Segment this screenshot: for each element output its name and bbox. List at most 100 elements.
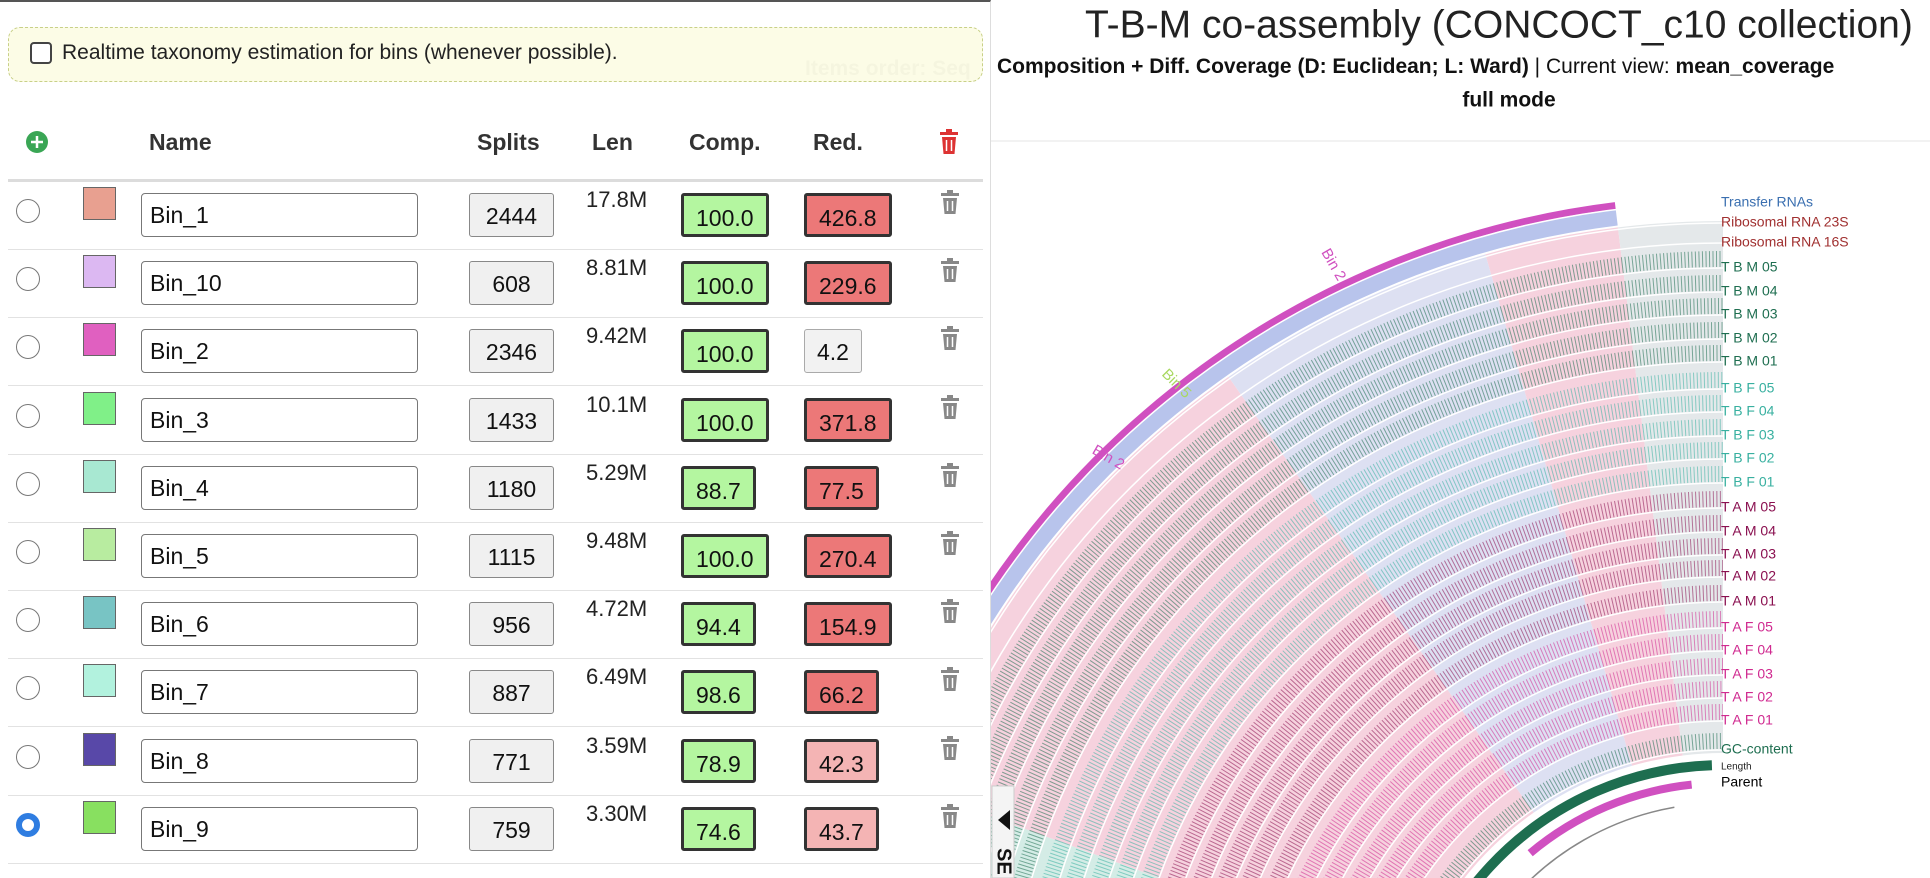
delete-bin[interactable] [939,462,961,487]
col-splits: Splits [477,129,540,155]
bin-sector [1228,254,1633,813]
bin-name[interactable]: Bin_6 [141,602,418,647]
bin-splits[interactable]: 608 [469,261,554,306]
layer-ring [1059,388,1724,878]
bin-name[interactable]: Bin_8 [141,738,418,783]
bin-completion: 98.6 [681,670,756,715]
realtime-banner [8,27,983,82]
bin-radio[interactable] [16,471,40,496]
row-separator [8,453,983,455]
bin-color[interactable] [83,391,116,425]
layer-label: T B M 05 [1721,259,1778,275]
layer-label: T A M 05 [1721,499,1776,515]
bin-redundancy: 426.8 [804,193,892,237]
bins-panel: Items order: Seq Realtime taxonomy estim… [0,0,991,878]
bin-splits[interactable]: 759 [469,806,554,851]
delete-bin[interactable] [939,667,961,692]
row-separator [8,317,983,319]
bin-splits[interactable]: 771 [469,738,554,783]
bin-splits[interactable]: 2346 [469,329,554,374]
view-title: T-B-M co-assembly (CONCOCT_c10 collectio… [1085,3,1913,46]
sidebar-label[interactable]: SE [993,848,1015,875]
bin-color[interactable] [83,800,116,834]
bin-completion: 100.0 [681,534,769,578]
sidebar-tab[interactable] [991,785,1015,878]
bin-radio[interactable] [16,199,40,223]
layer-ring [1083,411,1724,878]
delete-bin[interactable] [939,258,961,283]
bin-splits[interactable]: 2444 [469,193,554,237]
layer-label: Transfer RNAs [1721,194,1813,210]
delete-bin[interactable] [939,394,961,419]
bin-redundancy: 66.2 [804,670,879,715]
row-separator [8,862,983,864]
bin-length: 8.81M [586,255,648,281]
delete-bin[interactable] [939,190,961,214]
layer-label: T B F 03 [1721,427,1775,443]
layer-bars [1218,538,1724,878]
bin-splits[interactable]: 1115 [469,534,554,578]
bin-name[interactable]: Bin_4 [141,465,418,510]
layer-ring [1007,338,1724,878]
layer-ring [1108,435,1724,878]
bin-name[interactable]: Bin_1 [141,193,418,237]
bin-color[interactable] [83,323,116,357]
bin-name[interactable]: Bin_7 [141,670,418,715]
bin-color[interactable] [83,255,116,289]
bin-name[interactable]: Bin_5 [141,534,418,578]
bin-name[interactable]: Bin_9 [141,806,418,851]
bin-redundancy: 371.8 [804,397,892,442]
layer-ring [1396,697,1724,878]
bin-splits[interactable]: 1433 [469,397,554,442]
bin-color[interactable] [83,596,116,630]
delete-all[interactable] [937,129,961,155]
bin-radio[interactable] [16,676,40,701]
layer-label: T B F 05 [1721,380,1775,396]
delete-bin[interactable] [939,326,961,351]
tree-branch [1473,760,1713,878]
col-name: Name [149,129,212,155]
bin-length: 9.42M [586,323,648,349]
delete-bin[interactable] [939,531,961,555]
layer-label: T A M 04 [1721,523,1776,539]
bin-name[interactable]: Bin_2 [141,329,418,374]
layer-ring [1459,749,1724,878]
bin-length: 9.48M [586,528,648,553]
bin-name[interactable]: Bin_3 [141,397,418,442]
layer-label: Ribosomal RNA 23S [1721,214,1849,230]
bin-name[interactable]: Bin_10 [141,261,418,306]
layer-bars [990,322,1724,878]
view-mode: full mode [1462,89,1555,112]
bin-completion: 78.9 [681,738,756,783]
layer-label: T A M 01 [1721,593,1776,609]
bin-color[interactable] [83,732,116,766]
realtime-checkbox[interactable] [30,42,52,64]
bin-radio[interactable] [16,608,40,633]
layer-ring [1315,627,1724,878]
bin-radio[interactable] [16,744,40,769]
sidebar-arrow[interactable] [998,810,1010,830]
bin-radio[interactable] [16,812,40,837]
bin-radio[interactable] [16,335,40,360]
bin-radio[interactable] [16,540,40,564]
bin-color[interactable] [83,459,116,493]
bin-length: 5.29M [586,459,648,485]
layer-ring [866,202,1724,878]
layer-ring [1158,482,1724,878]
delete-bin[interactable] [939,599,961,624]
bin-splits[interactable]: 887 [469,670,554,715]
row-separator [8,726,983,728]
bin-radio[interactable] [16,267,40,292]
delete-bin[interactable] [939,803,961,828]
bin-splits[interactable]: 1180 [469,465,554,510]
add-bin[interactable] [25,130,49,154]
bin-radio[interactable] [16,403,40,428]
bin-completion: 100.0 [681,329,769,374]
bin-color[interactable] [83,528,116,561]
delete-bin[interactable] [939,735,961,760]
bin-splits[interactable]: 956 [469,602,554,647]
bin-color[interactable] [83,187,116,220]
bin-color[interactable] [83,664,116,698]
layer-label: Parent [1721,774,1762,790]
